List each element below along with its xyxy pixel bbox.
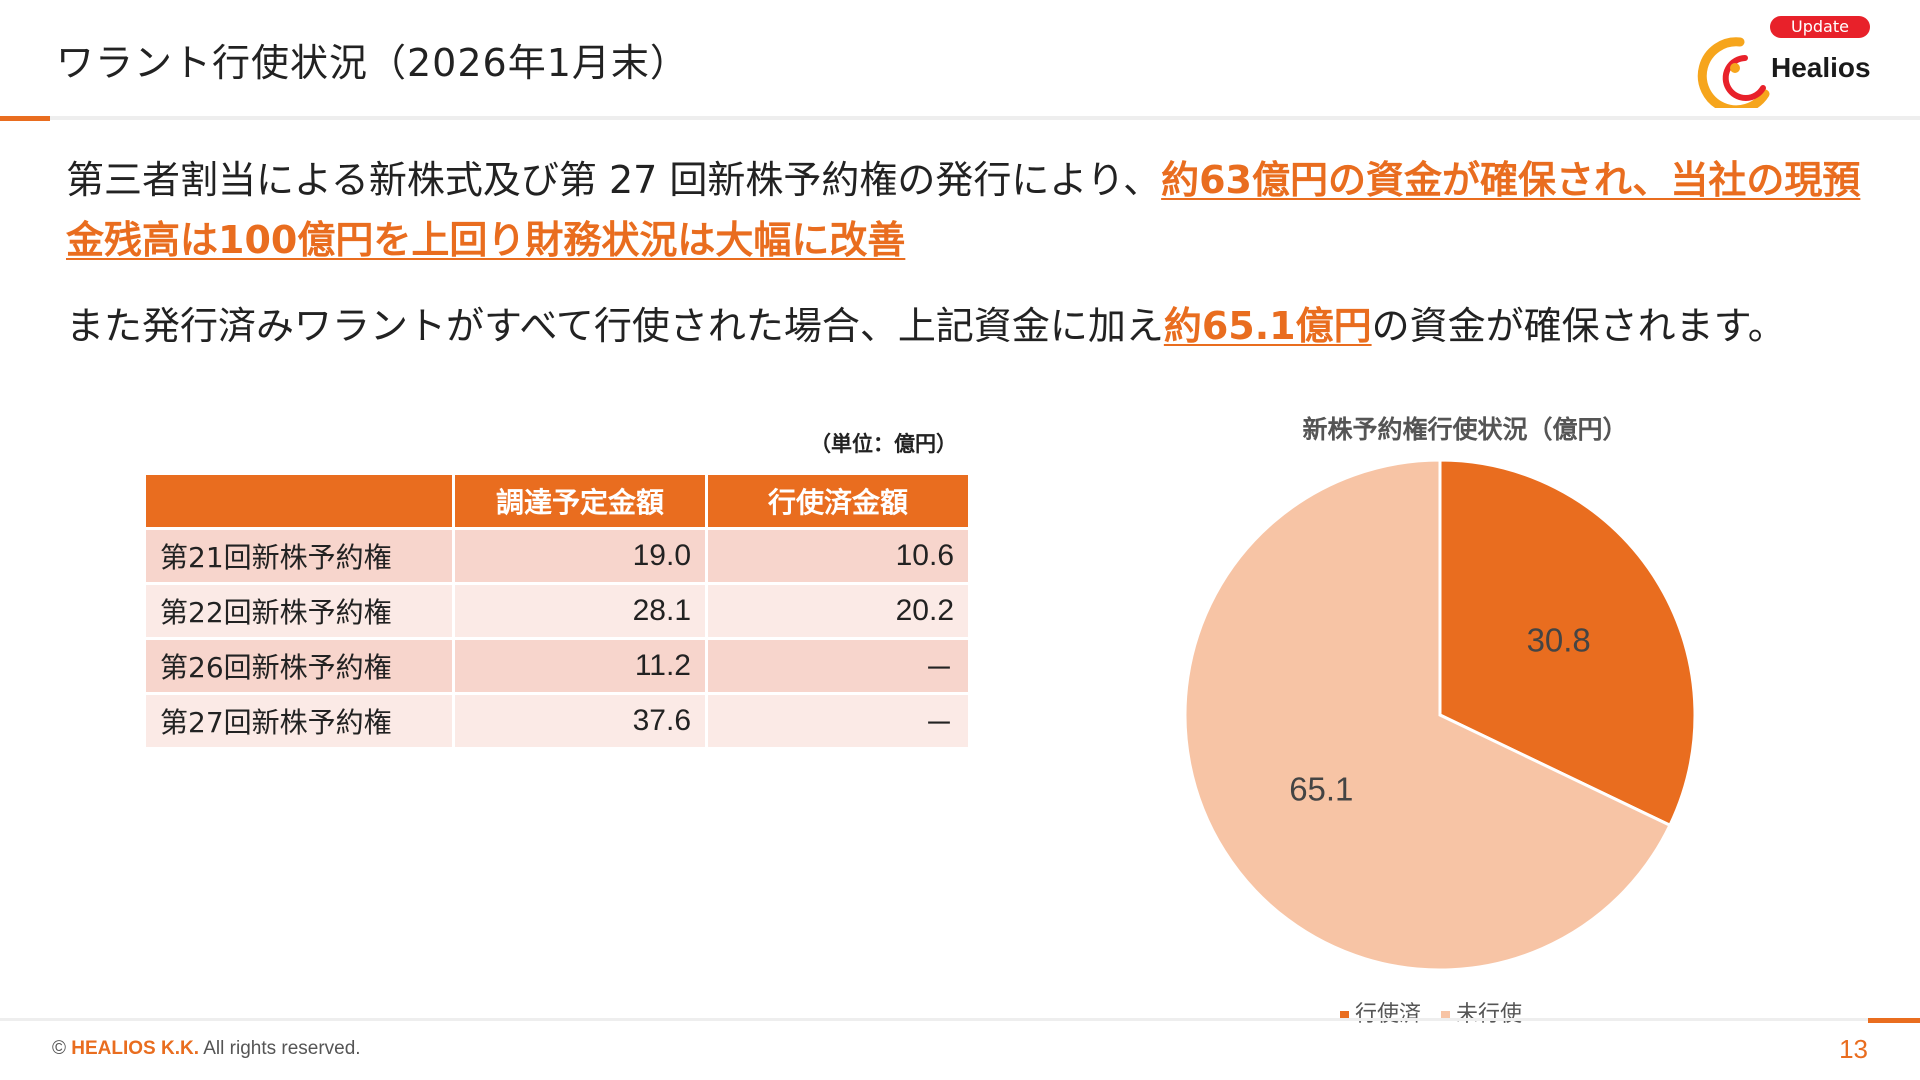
copyright: © HEALIOS K.K. All rights reserved. [52,1038,361,1060]
legend-item-exercised: 行使済 [1340,996,1421,1028]
table-row: 第22回新株予約権 28.1 20.2 [143,582,971,640]
row-name: 第21回新株予約権 [143,527,455,585]
legend-swatch-unexercised [1441,1010,1451,1020]
summary-paragraph-2: また発行済みワラントがすべて行使された場合、上記資金に加え約65.1億円の資金が… [66,296,1866,356]
para1-text: 第三者割当による新株式及び第 27 回新株予約権の発行により、 [66,158,1162,202]
chart-legend: 行使済 未行使 [1340,996,1522,1028]
footer-accent-bar [1868,1018,1920,1023]
company-name: HEALIOS K.K. [71,1038,200,1059]
update-badge: Update [1770,16,1870,38]
copyright-rights: All rights reserved. [203,1038,361,1059]
title-accent-bar [0,116,50,121]
table-header-row: 調達予定金額 行使済金額 [143,472,971,530]
table-row: 第27回新株予約権 37.6 － [143,692,971,750]
page-title: ワラント行使状況（2026年1月末） [56,41,689,85]
row-exercised: 20.2 [705,582,971,640]
pie-label-unexercised: 65.1 [1289,771,1353,808]
logo-wordmark: Healios [1771,52,1871,83]
page-number: 13 [1839,1034,1868,1064]
legend-swatch-exercised [1340,1010,1349,1020]
row-planned: 37.6 [452,692,708,750]
footer-divider [0,1018,1920,1021]
row-planned: 28.1 [452,582,708,640]
title-divider [0,116,1920,120]
para2-text: また発行済みワラントがすべて行使された場合、上記資金に加え [66,304,1164,348]
row-exercised: － [705,637,971,695]
pie-label-exercised: 30.8 [1527,621,1591,658]
summary-paragraph-1: 第三者割当による新株式及び第 27 回新株予約権の発行により、約63億円の資金が… [66,150,1866,270]
pie-slice-exercised [1438,458,1697,828]
pie-chart: 30.8 65.1 [1183,458,1697,972]
para1-highlight: 約63億円の資金が確保され、当社の現預金残高は100億円を上回り財務状況は大幅に… [66,158,1861,262]
table-header-planned: 調達予定金額 [452,472,708,530]
row-name: 第22回新株予約権 [143,582,455,640]
row-exercised: － [705,692,971,750]
table-row: 第26回新株予約権 11.2 － [143,637,971,695]
row-name: 第27回新株予約権 [143,692,455,750]
row-exercised: 10.6 [705,527,971,585]
para2-suffix: の資金が確保されます。 [1371,304,1786,348]
legend-label-exercised: 行使済 [1355,1002,1422,1027]
table-header-blank [143,472,455,530]
warrant-table: 調達予定金額 行使済金額 第21回新株予約権 19.0 10.6 第22回新株予… [143,472,971,750]
table-unit-label: （単位：億円） [810,432,957,456]
copyright-symbol: © [52,1038,66,1059]
legend-label-unexercised: 未行使 [1456,1002,1523,1027]
table-row: 第21回新株予約権 19.0 10.6 [143,527,971,585]
legend-item-unexercised: 未行使 [1441,996,1522,1028]
chart-title: 新株予約権行使状況（億円） [1302,415,1628,444]
row-planned: 19.0 [452,527,708,585]
table-header-exercised: 行使済金額 [705,472,971,530]
healios-logo-icon [1697,37,1770,108]
row-planned: 11.2 [452,637,708,695]
pie-slice-unexercised [1183,458,1672,972]
row-name: 第26回新株予約権 [143,637,455,695]
para2-highlight: 約65.1億円 [1163,304,1372,348]
